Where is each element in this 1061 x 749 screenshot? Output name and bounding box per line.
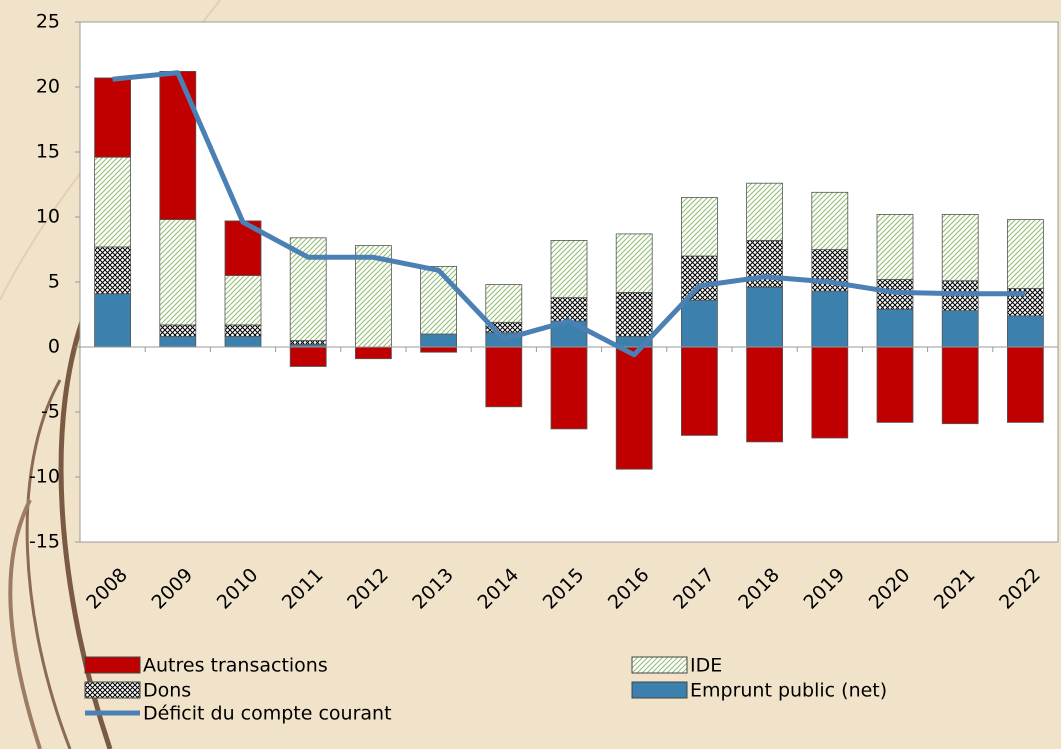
legend-swatch <box>632 682 687 698</box>
chart: -15-10-505101520252008200920102011201220… <box>0 0 1061 749</box>
bar-segment <box>290 347 326 367</box>
legend-label: Emprunt public (net) <box>690 680 887 702</box>
legend-label: Autres transactions <box>143 655 328 677</box>
bar-segment <box>95 78 131 157</box>
bar-segment <box>421 334 457 347</box>
bar-segment <box>747 183 783 240</box>
y-tick-label: 5 <box>48 271 60 293</box>
bar-segment <box>812 347 848 438</box>
bar-segment <box>616 347 652 469</box>
bar-segment <box>1007 220 1043 289</box>
legend-label: Dons <box>143 680 191 702</box>
bar-segment <box>355 347 391 359</box>
bar-segment <box>942 311 978 347</box>
y-tick-label: -10 <box>29 466 60 488</box>
y-tick-label: 15 <box>36 141 60 163</box>
y-tick-label: 10 <box>36 206 60 228</box>
y-tick-label: 20 <box>36 76 60 98</box>
y-tick-label: -5 <box>41 401 60 423</box>
bar-segment <box>290 341 326 345</box>
page: -15-10-505101520252008200920102011201220… <box>0 0 1061 749</box>
bar-segment <box>942 347 978 424</box>
bar-segment <box>421 347 457 352</box>
bar-segment <box>486 285 522 323</box>
bar-segment <box>160 71 196 219</box>
bar-segment <box>1007 316 1043 347</box>
bar-segment <box>616 292 652 336</box>
bar-segment <box>942 214 978 280</box>
bar-segment <box>551 298 587 321</box>
bar-segment <box>681 198 717 257</box>
bar-segment <box>160 220 196 325</box>
bar-segment <box>225 325 261 337</box>
bar-segment <box>877 347 913 422</box>
bar-segment <box>877 309 913 347</box>
bar-segment <box>95 247 131 294</box>
legend-swatch <box>85 657 140 673</box>
y-tick-label: 25 <box>36 11 60 33</box>
bar-segment <box>681 347 717 435</box>
bar-segment <box>812 192 848 249</box>
bar-segment <box>616 234 652 293</box>
legend-label: IDE <box>690 655 722 677</box>
bar-segment <box>877 214 913 279</box>
bar-segment <box>160 325 196 337</box>
bar-segment <box>486 347 522 407</box>
y-tick-label: 0 <box>48 336 60 358</box>
legend-label: Déficit du compte courant <box>143 703 392 725</box>
bar-segment <box>421 266 457 334</box>
bar-segment <box>551 347 587 429</box>
bar-segment <box>95 294 131 347</box>
bar-segment <box>225 276 261 325</box>
bar-segment <box>95 157 131 247</box>
y-tick-label: -15 <box>29 531 60 553</box>
bar-segment <box>681 300 717 347</box>
bar-segment <box>551 240 587 297</box>
legend-swatch <box>85 682 140 698</box>
bar-segment <box>225 337 261 347</box>
bar-segment <box>812 291 848 347</box>
bar-segment <box>1007 347 1043 422</box>
bar-segment <box>160 337 196 347</box>
bar-segment <box>747 347 783 442</box>
legend-swatch <box>632 657 687 673</box>
bar-segment <box>681 256 717 300</box>
bar-segment <box>747 287 783 347</box>
